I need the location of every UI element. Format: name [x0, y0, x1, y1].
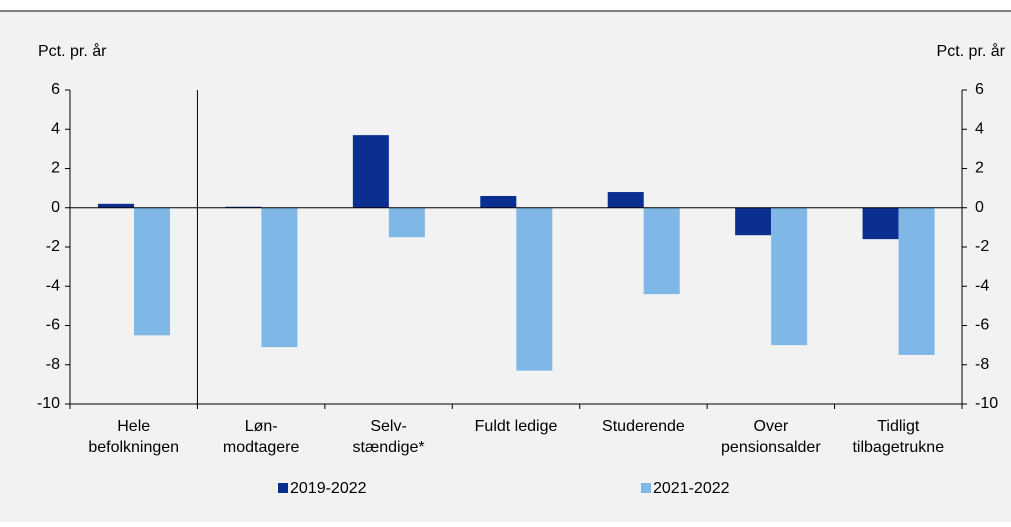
y-tick-label: -4: [46, 277, 60, 294]
x-tick-label-line: Selv-: [370, 418, 406, 435]
bar: [480, 195, 517, 208]
bar: [735, 207, 772, 236]
legend-label: 2019-2022: [290, 480, 367, 497]
x-tick-label-line: Fuldt ledige: [475, 418, 558, 435]
y-tick-label: 2: [51, 160, 60, 177]
y2-tick-label: -2: [975, 238, 989, 255]
x-tick-label-line: Løn-: [245, 418, 278, 435]
y2-tick-label: 4: [975, 120, 984, 137]
y2-tick-label: 0: [975, 199, 984, 216]
x-tick-label-line: Tidligt: [877, 418, 920, 435]
bar: [862, 207, 899, 240]
x-tick-label-line: Hele: [117, 418, 150, 435]
y2-tick-label: 6: [975, 81, 984, 98]
x-tick-label-line: befolkningen: [88, 439, 179, 456]
y2-tick-label: -4: [975, 277, 989, 294]
x-tick-label: Studerende: [602, 418, 685, 435]
y-tick-label: 4: [51, 120, 60, 137]
bar: [516, 207, 553, 371]
x-tick-label: Hele befolkningen: [88, 418, 179, 456]
y-tick-label: -6: [46, 317, 60, 334]
bar: [352, 135, 389, 208]
y-tick-label: -2: [46, 238, 60, 255]
bar: [643, 207, 680, 295]
bar: [771, 207, 808, 346]
y2-axis-label: Pct. pr. år: [937, 42, 1006, 60]
y-tick-label: -10: [37, 395, 60, 412]
x-tick-label: Tidligt tilbagetrukne: [852, 418, 944, 456]
y2-tick-label: -10: [975, 395, 998, 412]
y-tick-label: 6: [51, 81, 60, 98]
y-tick-label: -8: [46, 356, 60, 373]
x-tick-label: Løn-modtagere: [223, 418, 300, 456]
x-tick-label-line: Over: [754, 418, 789, 435]
bar: [388, 207, 425, 238]
bar: [607, 192, 644, 208]
x-tick-label-line: modtagere: [223, 439, 300, 456]
x-tick-label: Over pensionsalder: [721, 418, 821, 456]
x-tick-label: Fuldt ledige: [475, 418, 558, 435]
bar: [261, 207, 298, 348]
x-tick-label-line: stændige*: [353, 439, 425, 456]
x-tick-label-line: pensionsalder: [721, 439, 821, 456]
y-tick-label: 0: [51, 199, 60, 216]
x-tick-label: Selv-stændige*: [353, 418, 425, 456]
x-tick-label-line: Studerende: [602, 418, 685, 435]
x-tick-label-line: tilbagetrukne: [852, 439, 944, 456]
y-axis-label: Pct. pr. år: [38, 42, 107, 60]
bar: [898, 207, 935, 355]
legend-swatch: [641, 483, 651, 493]
y2-tick-label: 2: [975, 160, 984, 177]
y2-tick-label: -6: [975, 317, 989, 334]
bar: [98, 203, 134, 208]
y2-tick-label: -8: [975, 356, 989, 373]
legend-swatch: [278, 483, 288, 493]
legend-label: 2021-2022: [653, 480, 730, 497]
bar: [134, 207, 170, 336]
